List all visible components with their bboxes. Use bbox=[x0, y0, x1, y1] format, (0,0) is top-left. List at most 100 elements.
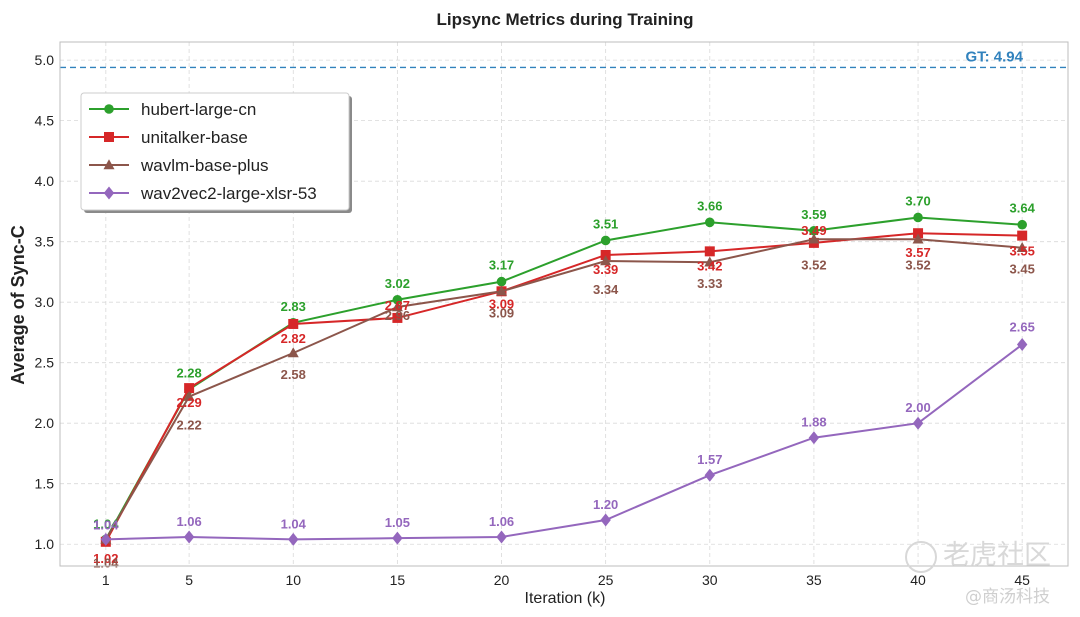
data-point-wav2vec2-large-xlsr-53 bbox=[704, 468, 715, 482]
legend: hubert-large-cn unitalker-base wavlm-base-… bbox=[80, 92, 352, 213]
y-tick-label: 1.0 bbox=[35, 536, 55, 552]
legend-marker-unitalker-base bbox=[104, 132, 114, 142]
data-point-wav2vec2-large-xlsr-53 bbox=[600, 513, 611, 527]
data-label-unitalker-base: 2.87 bbox=[385, 298, 410, 313]
legend-entry-wav2vec2-large-xlsr-53: wav2vec2-large-xlsr-53 bbox=[140, 184, 317, 203]
y-tick-label: 2.0 bbox=[35, 415, 55, 431]
y-tick-label: 1.5 bbox=[35, 476, 55, 492]
series-line-wav2vec2-large-xlsr-53 bbox=[105, 343, 1023, 541]
x-tick-label: 5 bbox=[185, 572, 193, 588]
data-label-wav2vec2-large-xlsr-53: 1.88 bbox=[801, 415, 826, 430]
data-label-unitalker-base: 3.57 bbox=[905, 245, 930, 260]
y-tick-label: 3.5 bbox=[35, 234, 55, 250]
data-label-unitalker-base: 3.55 bbox=[1010, 244, 1035, 259]
data-point-hubert-large-cn bbox=[809, 225, 819, 236]
data-label-hubert-large-cn: 2.83 bbox=[281, 299, 306, 314]
series-group bbox=[100, 212, 1028, 547]
data-point-wavlm-base-plus bbox=[1016, 241, 1028, 252]
x-tick-label: 20 bbox=[494, 572, 510, 588]
x-tick-label: 15 bbox=[390, 572, 406, 588]
legend-entry-wavlm-base-plus: wavlm-base-plus bbox=[140, 156, 269, 175]
legend-marker-hubert-large-cn bbox=[104, 104, 114, 114]
y-tick-label: 5.0 bbox=[35, 52, 55, 68]
data-point-wav2vec2-large-xlsr-53 bbox=[912, 416, 924, 430]
data-point-hubert-large-cn bbox=[704, 217, 715, 228]
data-point-wav2vec2-large-xlsr-53 bbox=[288, 532, 299, 546]
reference-line: GT: 4.94 bbox=[60, 48, 1068, 69]
data-label-unitalker-base: 3.09 bbox=[489, 296, 514, 311]
data-label-hubert-large-cn: 1.04 bbox=[93, 516, 119, 531]
x-tick-label: 10 bbox=[285, 572, 301, 588]
y-axis-label: Average of Sync-C bbox=[8, 225, 28, 384]
legend-box bbox=[80, 92, 350, 211]
data-label-unitalker-base: 1.02 bbox=[93, 551, 118, 566]
watermark-text: 老虎社区 bbox=[943, 540, 1051, 571]
data-label-wav2vec2-large-xlsr-53: 1.04 bbox=[281, 516, 307, 531]
axes: 1.01.52.02.53.03.54.04.55.01 5 10 15 20 25 30 3… bbox=[35, 41, 1069, 588]
watermark-handle: @商汤科技 bbox=[965, 587, 1050, 607]
data-point-wavlm-base-plus bbox=[704, 256, 716, 267]
data-label-hubert-large-cn: 3.70 bbox=[905, 193, 930, 208]
x-axis-label: Iteration (k) bbox=[525, 590, 606, 607]
data-point-wav2vec2-large-xlsr-53 bbox=[808, 431, 820, 445]
watermark-logo: 老虎社区 bbox=[905, 533, 1051, 573]
data-point-unitalker-base bbox=[392, 312, 403, 323]
data-label-wavlm-base-plus: 2.22 bbox=[176, 418, 201, 433]
data-label-wavlm-base-plus: 1.04 bbox=[93, 555, 119, 570]
gt-reference-label: GT: 4.94 bbox=[965, 48, 1023, 65]
series-line-unitalker-base bbox=[104, 232, 1023, 543]
plot-frame bbox=[59, 41, 1069, 567]
data-label-wavlm-base-plus: 3.52 bbox=[905, 257, 930, 272]
data-point-wav2vec2-large-xlsr-53 bbox=[392, 531, 403, 545]
data-label-hubert-large-cn: 3.66 bbox=[697, 198, 722, 213]
data-point-wavlm-base-plus bbox=[287, 347, 299, 358]
data-label-wavlm-base-plus: 3.33 bbox=[697, 276, 722, 291]
y-tick-label: 4.0 bbox=[35, 173, 55, 189]
data-point-hubert-large-cn bbox=[913, 212, 923, 223]
data-point-hubert-large-cn bbox=[1017, 219, 1027, 230]
data-point-wav2vec2-large-xlsr-53 bbox=[183, 530, 195, 544]
x-tick-label: 30 bbox=[702, 572, 718, 588]
y-tick-label: 3.0 bbox=[35, 294, 55, 310]
data-label-unitalker-base: 3.39 bbox=[593, 262, 618, 277]
data-point-wavlm-base-plus bbox=[496, 285, 508, 296]
x-tick-label: 45 bbox=[1014, 572, 1030, 588]
data-label-hubert-large-cn: 3.17 bbox=[489, 258, 514, 273]
chart-title: Lipsync Metrics during Training bbox=[437, 10, 694, 29]
data-point-wav2vec2-large-xlsr-53 bbox=[100, 532, 112, 546]
data-label-wav2vec2-large-xlsr-53: 2.00 bbox=[905, 400, 930, 415]
data-point-unitalker-base bbox=[704, 246, 715, 257]
data-label-wavlm-base-plus: 3.45 bbox=[1010, 262, 1035, 277]
x-tick-label: 25 bbox=[598, 572, 614, 588]
y-tick-label: 4.5 bbox=[35, 113, 55, 129]
legend-entry-unitalker-base: unitalker-base bbox=[141, 128, 248, 147]
data-label-wavlm-base-plus: 2.96 bbox=[385, 308, 410, 323]
data-label-wav2vec2-large-xlsr-53: 1.04 bbox=[93, 517, 119, 532]
data-label-unitalker-base: 2.29 bbox=[176, 395, 201, 410]
data-point-wavlm-base-plus bbox=[808, 233, 820, 244]
data-label-wav2vec2-large-xlsr-53: 1.57 bbox=[697, 452, 722, 467]
x-tick-label: 35 bbox=[806, 572, 822, 588]
data-point-unitalker-base bbox=[600, 249, 611, 260]
series-line-wavlm-base-plus bbox=[104, 238, 1023, 540]
data-point-wavlm-base-plus bbox=[391, 301, 403, 312]
data-label-hubert-large-cn: 3.51 bbox=[593, 216, 618, 231]
data-label-wavlm-base-plus: 3.52 bbox=[801, 257, 826, 272]
data-label-hubert-large-cn: 2.28 bbox=[176, 365, 201, 380]
data-point-unitalker-base bbox=[288, 318, 299, 329]
data-point-wavlm-base-plus bbox=[183, 390, 195, 401]
data-label-wavlm-base-plus: 3.09 bbox=[489, 305, 514, 320]
data-label-wav2vec2-large-xlsr-53: 1.06 bbox=[176, 514, 201, 529]
data-point-unitalker-base bbox=[184, 383, 195, 394]
data-label-wavlm-base-plus: 2.58 bbox=[281, 367, 306, 382]
x-tick-label: 1 bbox=[102, 572, 110, 588]
data-point-wavlm-base-plus bbox=[600, 255, 612, 266]
data-label-wav2vec2-large-xlsr-53: 1.06 bbox=[489, 514, 514, 529]
data-label-unitalker-base: 3.49 bbox=[801, 223, 826, 238]
legend-marker-wav2vec2-large-xlsr-53 bbox=[103, 186, 115, 200]
data-point-hubert-large-cn bbox=[600, 235, 611, 246]
data-label-wav2vec2-large-xlsr-53: 1.20 bbox=[593, 497, 618, 512]
data-point-unitalker-base bbox=[913, 228, 924, 239]
data-label-hubert-large-cn: 3.59 bbox=[801, 207, 826, 222]
data-labels: 1.04 2.28 2.83 3.02 3.17 3.51 3.66 3.59 3.70 3.64… bbox=[93, 193, 1035, 570]
